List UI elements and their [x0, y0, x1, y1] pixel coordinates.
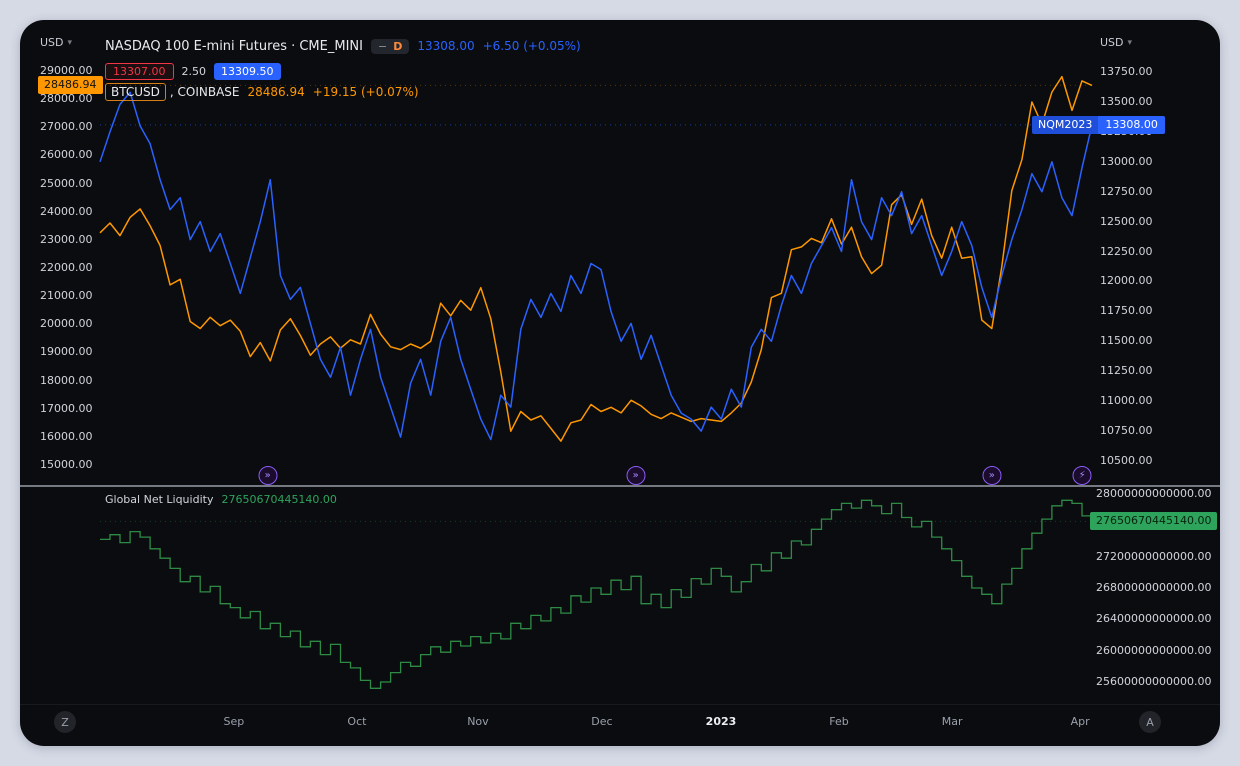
overlay-price-change: +19.15 (+0.07%) [312, 85, 419, 99]
axis-tick-label: 12250.00 [1100, 244, 1153, 258]
overlay-symbol[interactable]: BTCUSD [105, 83, 166, 101]
overlay-legend-row: BTCUSD , COINBASE 28486.94 +19.15 (+0.07… [105, 83, 419, 101]
axis-tick-label: 27200000000000.00 [1096, 549, 1212, 563]
symbol-title[interactable]: NASDAQ 100 E-mini Futures · CME_MINI [105, 38, 363, 54]
time-axis[interactable]: Sep Oct Nov Dec 2023 Feb Mar Apr [20, 20, 1220, 746]
sell-bid-button[interactable]: 13307.00 [105, 62, 174, 80]
axis-tick-label: 21000.00 [40, 289, 93, 303]
time-axis-label: Sep [223, 715, 245, 728]
axis-tick-label: 26800000000000.00 [1096, 581, 1212, 594]
axis-tick-label: 13500.00 [1100, 94, 1153, 108]
chevrons-right-icon[interactable]: » [258, 466, 278, 485]
chevron-down-icon: ▾ [67, 37, 73, 48]
axis-tick-label: 28000.00 [40, 92, 93, 106]
axis-tick-label: 10500.00 [1100, 454, 1153, 467]
axis-tick-label: 19000.00 [40, 345, 93, 359]
axis-tick-label: 16000.00 [40, 429, 93, 443]
axis-tick-label: 11000.00 [1100, 394, 1153, 408]
left-price-axis[interactable]: 29000.00 28000.00 27000.00 26000.00 25000.00… [20, 20, 1220, 746]
btc-line-series [99, 75, 1093, 442]
time-axis-label: Nov [467, 715, 489, 728]
chevrons-right-icon[interactable]: » [626, 466, 646, 485]
price-chart-canvas[interactable] [20, 20, 1220, 746]
spread-value: 2.50 [181, 64, 207, 78]
time-axis-separator [20, 704, 1220, 705]
flash-icon[interactable]: ⚡ [1072, 466, 1092, 485]
chart-panel: USD ▾ USD ▾ NASDAQ 100 E-mini Futures · … [20, 20, 1220, 746]
axis-tick-label: 25600000000000.00 [1096, 675, 1212, 688]
chevron-down-icon: ▾ [1127, 37, 1133, 48]
nq-contract-label: NQM2023 [1032, 115, 1099, 134]
z-button[interactable]: Z [54, 711, 76, 733]
axis-tick-label: 11500.00 [1100, 334, 1153, 348]
right-axis-unit-label: USD [1100, 36, 1124, 49]
indicator-title[interactable]: Global Net Liquidity [105, 492, 214, 506]
nq-last-price-value: 13308.00 [1098, 115, 1165, 134]
axis-tick-label: 17000.00 [40, 401, 93, 415]
axis-tick-label: 24000.00 [40, 204, 93, 218]
time-axis-label: Mar [941, 715, 963, 728]
axis-tick-label: 15000.00 [40, 458, 93, 471]
right-axis-unit-selector[interactable]: USD ▾ [1100, 36, 1132, 49]
time-axis-label: Dec [591, 715, 613, 728]
axis-tick-label: 26000000000000.00 [1096, 643, 1212, 657]
axis-tick-label: 12500.00 [1100, 214, 1153, 228]
nq-line-series [99, 91, 1093, 441]
indicator-legend-row: Global Net Liquidity 27650670445140.00 [105, 490, 337, 508]
chart-event-markers: » » » ⚡ [20, 20, 1220, 746]
time-axis-label: 2023 [705, 715, 737, 728]
axis-tick-label: 23000.00 [40, 232, 93, 246]
overlay-last-price: 28486.94 [247, 85, 305, 99]
time-axis-label: Apr [1070, 715, 1090, 728]
liquidity-last-value-badge: 27650670445140.00 [1090, 512, 1218, 531]
axis-tick-label: 11750.00 [1100, 304, 1153, 318]
main-legend-row: NASDAQ 100 E-mini Futures · CME_MINI − D… [105, 37, 581, 55]
axis-tick-label: 22000.00 [40, 261, 93, 274]
axis-tick-label: 11250.00 [1100, 364, 1153, 378]
axis-tick-label: 10750.00 [1100, 424, 1153, 438]
axis-tick-label: 26400000000000.00 [1096, 612, 1212, 626]
chevrons-right-icon[interactable]: » [982, 466, 1002, 485]
nq-last-price-badge: NQM2023 13308.00 [1032, 115, 1165, 134]
time-axis-label: Oct [347, 715, 367, 728]
axis-tick-label: 28000000000000.00 [1096, 487, 1212, 500]
buy-ask-button[interactable]: 13309.50 [214, 62, 281, 80]
axis-tick-label: 12750.00 [1100, 184, 1153, 198]
interval-badge[interactable]: − D [370, 38, 410, 54]
left-axis-unit-label: USD [40, 36, 64, 49]
interval-label: D [393, 39, 403, 53]
pane-divider[interactable] [20, 485, 1220, 487]
axis-tick-label: 26000.00 [40, 148, 93, 162]
btc-last-price-badge: 28486.94 [38, 76, 103, 95]
axis-tick-label: 29000.00 [40, 64, 93, 77]
axis-tick-label: 20000.00 [40, 317, 93, 331]
liquidity-line-series [100, 499, 1093, 689]
indicator-value: 27650670445140.00 [221, 492, 337, 506]
price-change: +6.50 (+0.05%) [482, 39, 581, 53]
a-button[interactable]: A [1139, 711, 1161, 733]
overlay-exchange: , COINBASE [169, 85, 240, 99]
axis-tick-label: 12000.00 [1100, 274, 1153, 288]
minus-icon: − [377, 39, 388, 53]
bid-ask-row: 13307.00 2.50 13309.50 [105, 62, 281, 80]
time-axis-label: Feb [829, 715, 849, 728]
axis-tick-label: 27000.00 [40, 120, 93, 134]
liquidity-price-axis[interactable]: 28000000000000.00 27200000000000.00 268000… [20, 20, 1220, 746]
axis-tick-label: 13000.00 [1100, 154, 1153, 168]
axis-tick-label: 18000.00 [40, 373, 93, 387]
axis-tick-label: 13750.00 [1100, 65, 1153, 78]
last-price: 13308.00 [417, 39, 475, 53]
axis-tick-label: 25000.00 [40, 176, 93, 190]
left-axis-unit-selector[interactable]: USD ▾ [40, 36, 72, 49]
